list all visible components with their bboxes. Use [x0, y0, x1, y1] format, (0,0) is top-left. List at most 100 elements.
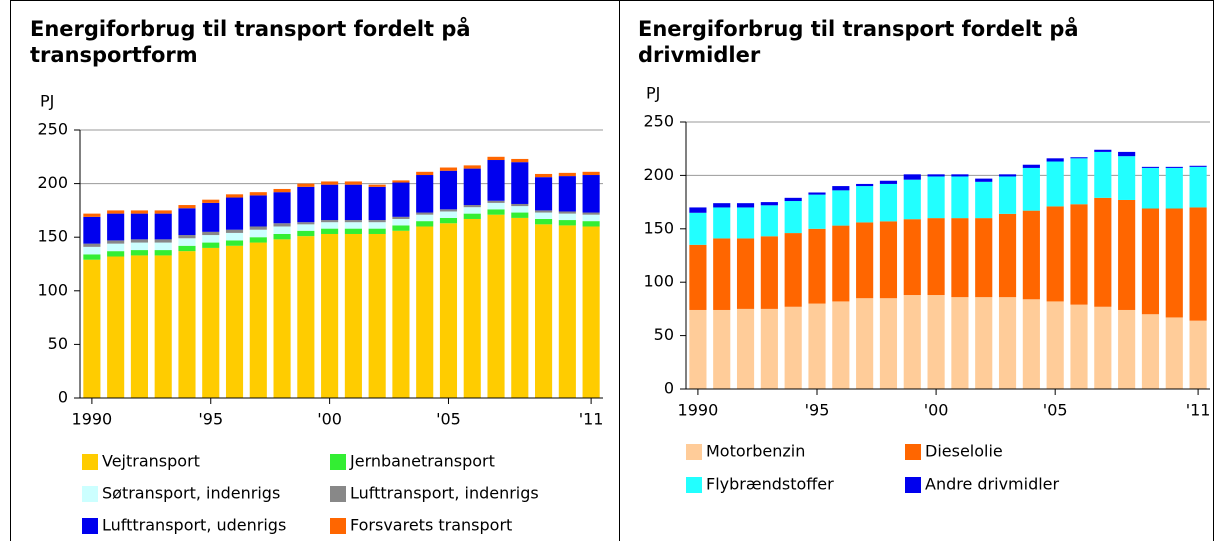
- bar-segment: [154, 239, 172, 243]
- bar-segment: [202, 231, 220, 236]
- bar-segment: [297, 222, 315, 225]
- bar-segment: [321, 184, 339, 221]
- bar-segment: [487, 209, 505, 215]
- bar-segment: [951, 176, 969, 219]
- bar-segment: [784, 233, 802, 307]
- bar-segment: [297, 224, 315, 231]
- bar-segment: [178, 238, 196, 246]
- bar-segment: [1022, 167, 1040, 211]
- bar-segment: [463, 168, 481, 206]
- bar-segment: [927, 174, 945, 177]
- bar-segment: [202, 247, 220, 398]
- bar-segment: [297, 230, 315, 237]
- bar-segment: [1118, 151, 1136, 157]
- bar-segment: [998, 174, 1017, 177]
- bar-segment: [83, 254, 101, 260]
- bar-segment: [321, 228, 339, 234]
- bar-segment: [1165, 208, 1183, 318]
- bar-segment: [975, 218, 993, 298]
- bar-segment: [832, 225, 850, 302]
- bar-segment: [130, 239, 148, 243]
- bar-segment: [107, 243, 125, 252]
- bar-segment: [832, 190, 850, 226]
- bar-segment: [392, 230, 410, 398]
- bar-segment: [249, 195, 267, 227]
- chart-title: Energiforbrug til transport fordelt på d…: [638, 17, 1079, 67]
- bar-segment: [511, 212, 529, 218]
- bar-segment: [951, 218, 969, 298]
- bar-segment: [511, 217, 529, 398]
- bar-segment: [736, 203, 755, 208]
- bar-segment: [368, 228, 386, 234]
- bar-segment: [273, 233, 291, 240]
- bar-segment: [511, 162, 529, 204]
- y-tick-label: 250: [37, 120, 68, 139]
- bar-segment: [713, 203, 731, 208]
- bar-segment: [154, 213, 172, 240]
- bar-segment: [760, 236, 778, 309]
- legend-swatch: [82, 486, 98, 502]
- bar-segment: [856, 183, 874, 187]
- y-tick-label: 200: [37, 173, 68, 192]
- legend-swatch: [82, 454, 98, 470]
- bar-segment: [297, 236, 315, 398]
- x-tick-label: '05: [1043, 401, 1068, 420]
- bar-segment: [368, 220, 386, 223]
- legend-swatch: [330, 486, 346, 502]
- bar-segment: [344, 220, 362, 223]
- legend-label: Lufttransport, udenrigs: [102, 516, 286, 535]
- bar-segment: [558, 211, 576, 214]
- bar-segment: [439, 167, 458, 171]
- bar-segment: [998, 176, 1017, 214]
- bar-segment: [416, 171, 434, 176]
- bar-segment: [689, 207, 707, 213]
- bar-segment: [998, 297, 1017, 389]
- legend-label: Flybrændstoffer: [706, 475, 834, 494]
- bar-segment: [1046, 161, 1064, 207]
- bar-segment: [130, 242, 148, 251]
- bar-segment: [321, 222, 339, 229]
- bar-segment: [879, 298, 898, 389]
- bar-segment: [416, 212, 434, 215]
- bar-segment: [1094, 306, 1112, 389]
- bar-segment: [879, 180, 898, 184]
- bar-segment: [1141, 167, 1160, 209]
- bar-segment: [713, 238, 731, 310]
- legend-label: Dieselolie: [925, 442, 1003, 461]
- legend-swatch: [686, 477, 702, 493]
- bar-segment: [856, 222, 874, 299]
- bar-segment: [439, 209, 458, 212]
- bar-segment: [535, 177, 553, 211]
- bar-segment: [713, 207, 731, 239]
- bar-segment: [439, 170, 458, 210]
- bar-segment: [368, 184, 386, 187]
- bar-segment: [808, 192, 826, 195]
- bar-segment: [463, 207, 481, 214]
- bar-segment: [225, 245, 244, 398]
- bar-segment: [535, 224, 553, 398]
- bar-segment: [582, 226, 600, 398]
- bar-segment: [1189, 207, 1207, 321]
- bar-segment: [344, 233, 362, 398]
- bar-segment: [582, 214, 600, 222]
- bar-segment: [1189, 166, 1207, 208]
- bar-segment: [83, 213, 101, 217]
- bar-segment: [202, 242, 220, 248]
- bar-segment: [344, 222, 362, 229]
- bar-segment: [178, 245, 196, 252]
- x-tick-label: '05: [436, 410, 461, 429]
- bar-segment: [808, 303, 826, 389]
- bar-segment: [297, 183, 315, 187]
- bar-segment: [975, 178, 993, 182]
- bar-segment: [249, 237, 267, 243]
- bar-segment: [344, 181, 362, 185]
- bar-segment: [107, 256, 125, 398]
- bar-segment: [582, 212, 600, 215]
- bar-segment: [463, 213, 481, 219]
- bar-segment: [713, 309, 731, 389]
- bar-segment: [344, 228, 362, 234]
- legend-label: Vejtransport: [102, 452, 200, 471]
- bar-segment: [107, 240, 125, 244]
- bar-segment: [1165, 167, 1183, 209]
- bar-segment: [903, 174, 921, 180]
